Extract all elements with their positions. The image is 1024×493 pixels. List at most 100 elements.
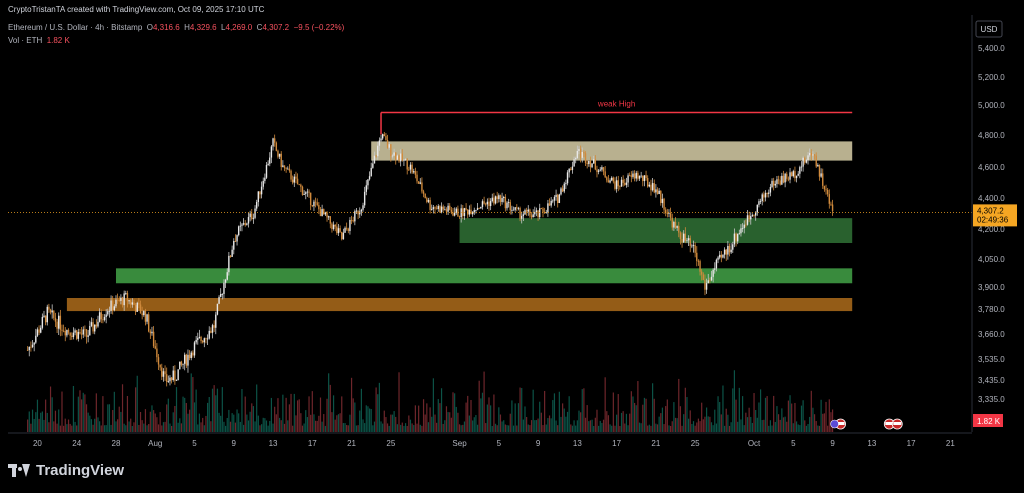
candle-body: [98, 312, 101, 322]
candle-body: [431, 208, 433, 210]
volume-bar: [524, 406, 526, 432]
candle-body: [95, 324, 98, 327]
candle-body: [272, 138, 274, 147]
candle-body: [62, 330, 65, 332]
candle-body: [602, 167, 605, 172]
volume-bar: [189, 409, 191, 432]
volume-bar: [259, 425, 261, 432]
candle-body: [589, 160, 592, 168]
candle-body: [327, 216, 330, 218]
volume-bar: [691, 423, 693, 432]
volume-bar: [683, 414, 685, 432]
candle-body: [344, 227, 346, 233]
volume-bar: [231, 413, 233, 432]
volume-bar: [686, 397, 688, 432]
candle-body: [542, 208, 544, 213]
volume-bar: [517, 403, 520, 432]
volume-bar: [439, 403, 441, 432]
candle-body: [110, 300, 112, 311]
volume-bar: [138, 424, 140, 432]
volume-bar: [53, 421, 55, 432]
candle-body: [237, 226, 240, 236]
x-tick-label: 5: [192, 439, 197, 448]
volume-bar: [260, 424, 263, 432]
volume-bar: [167, 398, 169, 432]
volume-bar: [575, 425, 577, 432]
volume-bar: [90, 419, 93, 432]
candle-body: [36, 329, 39, 336]
volume-bar: [591, 419, 593, 432]
volume-bar: [288, 404, 291, 432]
volume-bar: [239, 421, 241, 432]
candle-body: [126, 293, 129, 302]
candle-body: [499, 195, 502, 202]
candle-body: [830, 203, 832, 205]
candle-body: [41, 316, 44, 328]
candle-body: [476, 208, 479, 210]
candle-body: [213, 325, 215, 328]
volume-bar: [470, 399, 472, 432]
volume-bar: [28, 411, 30, 432]
volume-bar: [596, 409, 598, 432]
chart-credit: CryptoTristanTA created with TradingView…: [8, 5, 265, 14]
volume-bar: [419, 424, 421, 432]
volume-bar: [84, 394, 86, 432]
volume-bar: [658, 416, 660, 432]
volume-bar: [576, 420, 578, 432]
x-tick-label: 13: [867, 439, 876, 448]
candle-body: [139, 304, 142, 314]
volume-bar: [175, 387, 178, 432]
volume-bar: [580, 412, 582, 432]
candle-body: [188, 354, 191, 359]
volume-bar: [426, 403, 428, 432]
candle-body: [815, 155, 817, 167]
candle-body: [560, 188, 562, 195]
candle-body: [781, 175, 783, 185]
volume-bar: [252, 406, 255, 432]
volume-bar: [655, 423, 657, 432]
candle-body: [620, 179, 623, 187]
volume-bar: [797, 424, 799, 432]
candle-body: [643, 175, 646, 182]
candle-body: [156, 348, 158, 358]
volume-bar: [131, 425, 133, 432]
candle-body: [630, 175, 633, 177]
volume-bar: [120, 411, 122, 432]
candle-body: [646, 178, 649, 187]
volume-bar: [236, 409, 238, 432]
volume-bar: [720, 414, 722, 432]
candle-body: [615, 180, 618, 189]
candle-body: [684, 233, 687, 241]
volume-bar: [719, 401, 721, 432]
candle-body: [777, 179, 780, 181]
volume-bar: [355, 425, 358, 432]
candle-body: [365, 185, 367, 192]
zone-1: [459, 218, 853, 243]
volume-bar: [238, 413, 240, 432]
volume-bar: [354, 402, 356, 432]
volume-bar: [810, 390, 812, 432]
candle-body: [766, 192, 768, 194]
candle-body: [753, 215, 755, 216]
volume-bar: [738, 387, 740, 432]
candle-body: [421, 182, 423, 192]
candle-body: [745, 224, 747, 226]
volume-bar: [602, 419, 605, 432]
x-tick-label: 17: [612, 439, 621, 448]
volume-bar: [807, 424, 809, 432]
currency-button[interactable]: [975, 20, 1003, 38]
x-tick-label: 25: [691, 439, 700, 448]
volume-bar: [395, 416, 397, 432]
volume-bar: [799, 425, 801, 432]
volume-bar: [216, 388, 219, 432]
candle-body: [417, 181, 420, 184]
candle-body: [440, 206, 443, 213]
candle-body: [247, 217, 250, 224]
candle-body: [128, 300, 130, 302]
zone-3: [66, 298, 853, 312]
candle-body: [375, 155, 377, 157]
candle-body: [390, 144, 392, 157]
volume-bar: [347, 425, 349, 432]
candle-body: [162, 371, 165, 377]
